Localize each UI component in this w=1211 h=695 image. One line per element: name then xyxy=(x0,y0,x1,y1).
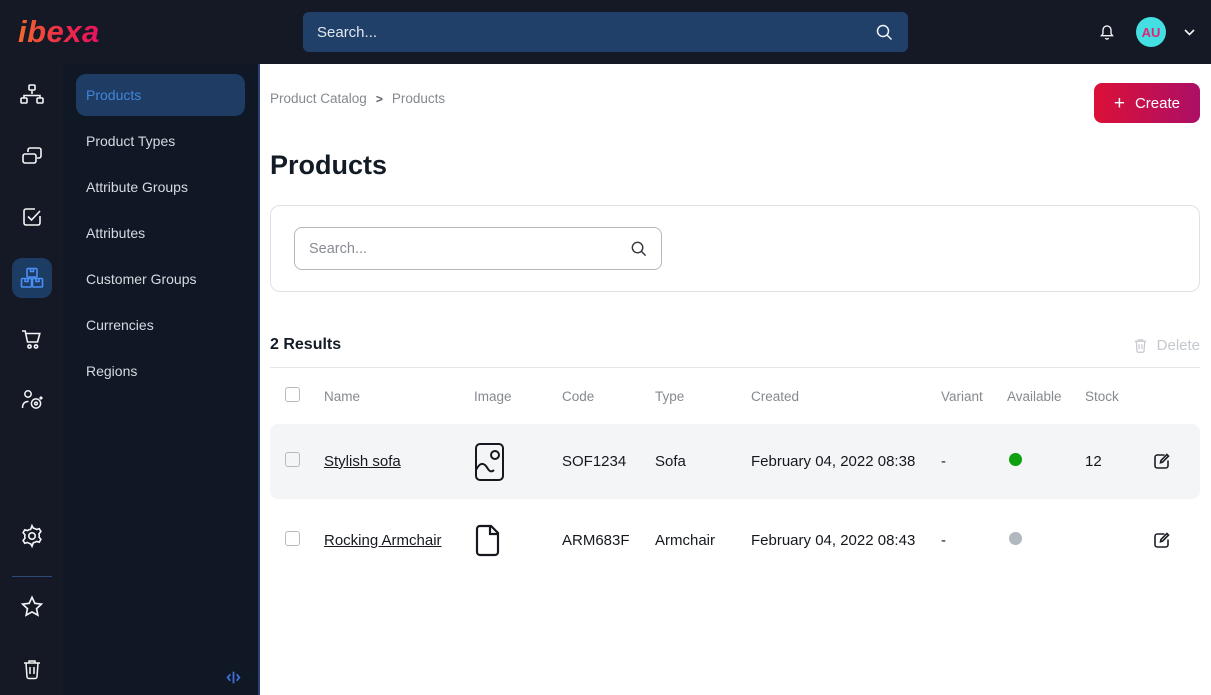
row-checkbox[interactable] xyxy=(285,531,300,546)
column-header-available: Available xyxy=(1007,388,1062,404)
main-icon-rail xyxy=(0,64,63,695)
top-bar: ibexa AU xyxy=(0,0,1211,64)
product-name-link[interactable]: Stylish sofa xyxy=(324,453,401,470)
product-variant: - xyxy=(941,532,946,549)
product-table-body: Stylish sofa xyxy=(270,424,1200,578)
notifications-bell-icon[interactable] xyxy=(1096,21,1118,43)
global-search xyxy=(303,12,908,52)
sidebar-menu: Products Product Types Attribute Groups Att… xyxy=(63,64,260,695)
pages-icon xyxy=(19,143,45,169)
product-code: ARM683F xyxy=(562,532,630,549)
product-boxes-icon xyxy=(19,265,45,291)
product-stock: 12 xyxy=(1085,453,1102,470)
breadcrumb-products[interactable]: Products xyxy=(391,91,446,106)
table-row: Rocking Armchair xyxy=(270,503,1200,578)
sidebar-item-currencies[interactable]: Currencies xyxy=(76,304,245,346)
sidebar-item-attribute-groups[interactable]: Attribute Groups xyxy=(76,166,245,208)
global-search-input[interactable] xyxy=(303,23,874,41)
filter-card xyxy=(270,205,1200,292)
sitemap-icon xyxy=(19,82,45,108)
column-header-variant: Variant xyxy=(941,388,983,404)
breadcrumb-separator: > xyxy=(375,91,383,106)
select-all-checkbox[interactable] xyxy=(285,387,300,402)
column-header-type: Type xyxy=(655,388,685,404)
sidebar-item-label: Attribute Groups xyxy=(86,179,188,195)
create-button[interactable]: + Create xyxy=(1093,83,1200,123)
table-row: Stylish sofa xyxy=(270,424,1200,499)
edit-button[interactable] xyxy=(1149,449,1174,474)
gear-icon xyxy=(19,523,45,549)
sidebar-item-product-types[interactable]: Product Types xyxy=(76,120,245,162)
user-menu-caret-icon[interactable] xyxy=(1184,28,1195,36)
trash-icon xyxy=(1132,337,1149,354)
breadcrumb-product-catalog[interactable]: Product Catalog xyxy=(270,91,367,106)
table-divider xyxy=(270,367,1200,368)
star-icon xyxy=(19,594,45,620)
results-count: 2 Results xyxy=(270,336,342,353)
product-code: SOF1234 xyxy=(562,453,627,470)
column-header-stock: Stock xyxy=(1085,388,1119,404)
nav-commerce[interactable] xyxy=(12,319,52,359)
product-name-link[interactable]: Rocking Armchair xyxy=(324,532,442,549)
column-header-image: Image xyxy=(474,388,512,404)
edit-button[interactable] xyxy=(1149,528,1174,553)
sidebar-collapse-icon[interactable] xyxy=(225,669,1193,686)
nav-settings[interactable] xyxy=(12,516,52,556)
sidebar-item-label: Product Types xyxy=(86,133,176,149)
image-thumbnail-icon xyxy=(474,442,562,482)
product-created: February 04, 2022 08:43 xyxy=(751,532,916,549)
nav-product-catalog[interactable] xyxy=(11,258,52,298)
breadcrumb: Product Catalog > Products xyxy=(270,91,445,106)
sidebar-item-label: Customer Groups xyxy=(86,271,197,287)
plus-icon: + xyxy=(1113,92,1125,114)
sidebar-item-label: Attributes xyxy=(86,225,146,241)
column-header-code: Code xyxy=(562,388,595,404)
sidebar-item-products[interactable]: Products xyxy=(76,74,245,116)
nav-tasks[interactable] xyxy=(12,197,52,237)
product-search-field xyxy=(294,227,662,270)
search-icon[interactable] xyxy=(874,22,894,42)
product-type: Armchair xyxy=(655,532,716,549)
availability-dot xyxy=(1009,453,1022,466)
user-avatar[interactable]: AU xyxy=(1136,17,1166,47)
sidebar-item-customer-groups[interactable]: Customer Groups xyxy=(76,258,245,300)
product-search-input[interactable] xyxy=(295,240,629,257)
nav-trash[interactable] xyxy=(12,649,52,689)
column-header-name: Name xyxy=(324,388,361,404)
nav-personalization[interactable] xyxy=(12,380,52,420)
main-content: Product Catalog > Products + Create Prod… xyxy=(260,64,1211,695)
search-icon[interactable] xyxy=(629,239,648,258)
sidebar-item-regions[interactable]: Regions xyxy=(76,350,245,392)
product-created: February 04, 2022 08:38 xyxy=(751,453,916,470)
shopping-cart-icon xyxy=(19,326,45,352)
sidebar-item-label: Currencies xyxy=(86,317,154,333)
file-icon xyxy=(474,523,562,558)
table-header-row: Name Image Code Type Created Variant Available… xyxy=(270,368,1200,424)
page-title: Products xyxy=(270,150,388,180)
row-checkbox[interactable] xyxy=(285,452,300,467)
target-user-icon xyxy=(19,387,45,413)
sidebar-item-attributes[interactable]: Attributes xyxy=(76,212,245,254)
sidebar-item-label: Regions xyxy=(86,363,138,379)
ibexa-logo[interactable]: ibexa xyxy=(18,14,100,49)
product-variant: - xyxy=(941,453,946,470)
sidebar-item-label: Products xyxy=(86,87,142,103)
delete-button[interactable]: Delete xyxy=(1132,337,1200,354)
nav-content-structure[interactable] xyxy=(12,75,52,115)
column-header-created: Created xyxy=(751,388,800,404)
nav-pages[interactable] xyxy=(12,136,52,176)
rail-divider xyxy=(11,576,52,577)
checkbox-check-icon xyxy=(19,204,45,230)
product-type: Sofa xyxy=(655,453,686,470)
trash-icon xyxy=(20,657,44,681)
nav-bookmarks[interactable] xyxy=(12,587,52,627)
availability-dot xyxy=(1009,532,1022,545)
